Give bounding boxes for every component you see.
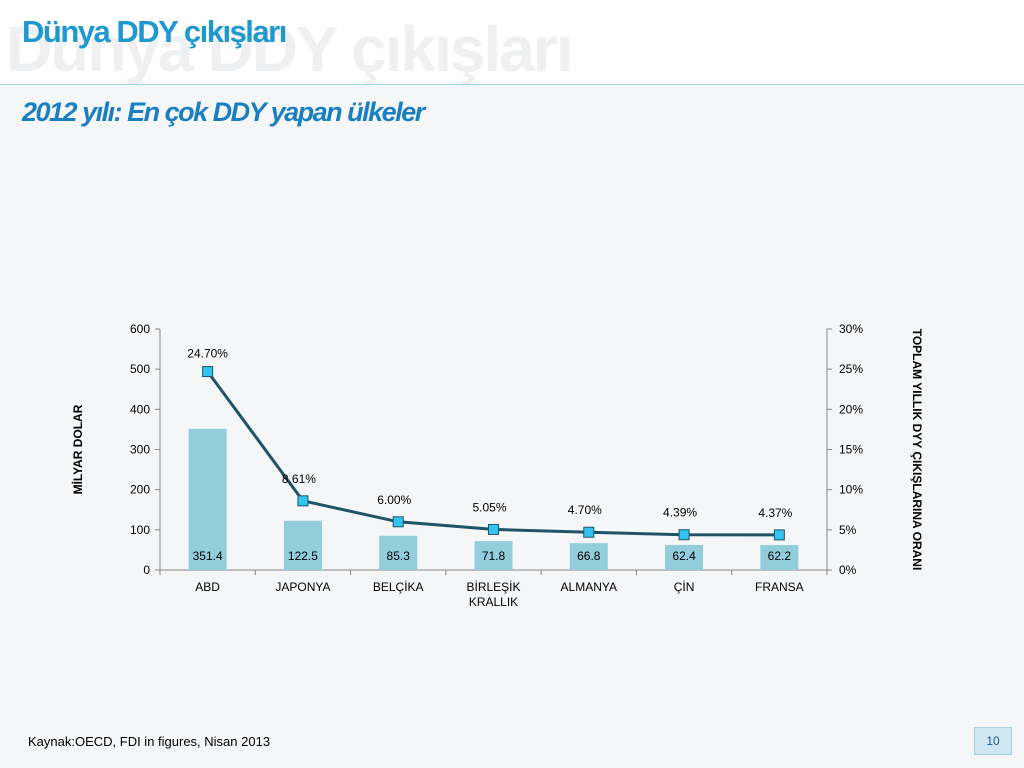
page-number: 10: [974, 727, 1012, 755]
left-tick-label: 300: [130, 443, 150, 457]
x-tick-label: ALMANYA: [561, 580, 617, 594]
share-marker: [392, 516, 404, 528]
share-marker: [202, 366, 214, 378]
right-tick-label: 5%: [839, 523, 857, 537]
title-watermark: Dünya DDY çıkışları: [6, 13, 574, 85]
slide-subtitle: 2012 yılı: En çok DDY yapan ülkeler: [22, 97, 425, 127]
title-divider: [0, 84, 1024, 85]
right-tick-label: 10%: [839, 483, 863, 497]
x-tick-label: ABD: [195, 580, 220, 594]
left-tick-label: 100: [130, 523, 150, 537]
right-tick-label: 15%: [839, 443, 863, 457]
right-tick-label: 30%: [839, 322, 863, 336]
x-tick-label: BELÇİKA: [373, 580, 424, 594]
bar: [569, 543, 608, 570]
x-tick-label: ÇİN: [674, 580, 695, 594]
x-tick-label: BİRLEŞİK: [466, 580, 520, 594]
share-value-label: 24.70%: [187, 347, 228, 361]
slide-title: Dünya DDY çıkışları: [22, 14, 287, 49]
bar: [760, 545, 799, 570]
source-note: Kaynak:OECD, FDI in figures, Nisan 2013: [28, 734, 271, 749]
bar: [379, 535, 418, 570]
left-tick-label: 400: [130, 402, 150, 416]
share-marker: [773, 529, 785, 541]
share-value-label: 4.39%: [663, 506, 697, 520]
x-tick-label: FRANSA: [755, 580, 804, 594]
bar-value-label: 122.5: [288, 549, 318, 563]
bar: [665, 544, 704, 570]
left-tick-label: 500: [130, 362, 150, 376]
right-tick-label: 25%: [839, 362, 863, 376]
bar: [474, 541, 513, 570]
left-axis-title: MİLYAR DOLAR: [70, 404, 85, 494]
bar: [283, 520, 322, 570]
share-marker: [297, 495, 309, 507]
x-tick-label: KRALLIK: [469, 595, 518, 609]
bar-value-label: 71.8: [482, 549, 506, 563]
left-tick-label: 0: [143, 563, 150, 577]
right-tick-label: 0%: [839, 563, 857, 577]
bar-value-label: 66.8: [577, 549, 601, 563]
title-band: Dünya DDY çıkışları Dünya DDY çıkışları: [0, 0, 1024, 85]
share-value-label: 4.37%: [758, 506, 792, 520]
share-marker: [488, 523, 499, 535]
bar-value-label: 62.4: [672, 549, 696, 563]
left-tick-label: 200: [130, 483, 150, 497]
bar-value-label: 85.3: [387, 549, 411, 563]
left-tick-label: 600: [130, 322, 150, 336]
share-value-label: 8.61%: [282, 472, 316, 486]
x-tick-label: JAPONYA: [275, 580, 330, 594]
bar-value-label: 351.4: [193, 549, 223, 563]
right-tick-label: 20%: [839, 402, 863, 416]
share-value-label: 5.05%: [472, 500, 506, 514]
share-marker: [583, 526, 595, 538]
share-value-label: 4.70%: [568, 503, 602, 517]
share-value-label: 6.00%: [377, 493, 411, 507]
right-axis-title: TOPLAM YILLIK DYY ÇIKIŞLARINA ORANI: [910, 329, 924, 571]
bar: [188, 428, 227, 570]
share-marker: [678, 529, 690, 541]
bar-value-label: 62.2: [768, 549, 792, 563]
